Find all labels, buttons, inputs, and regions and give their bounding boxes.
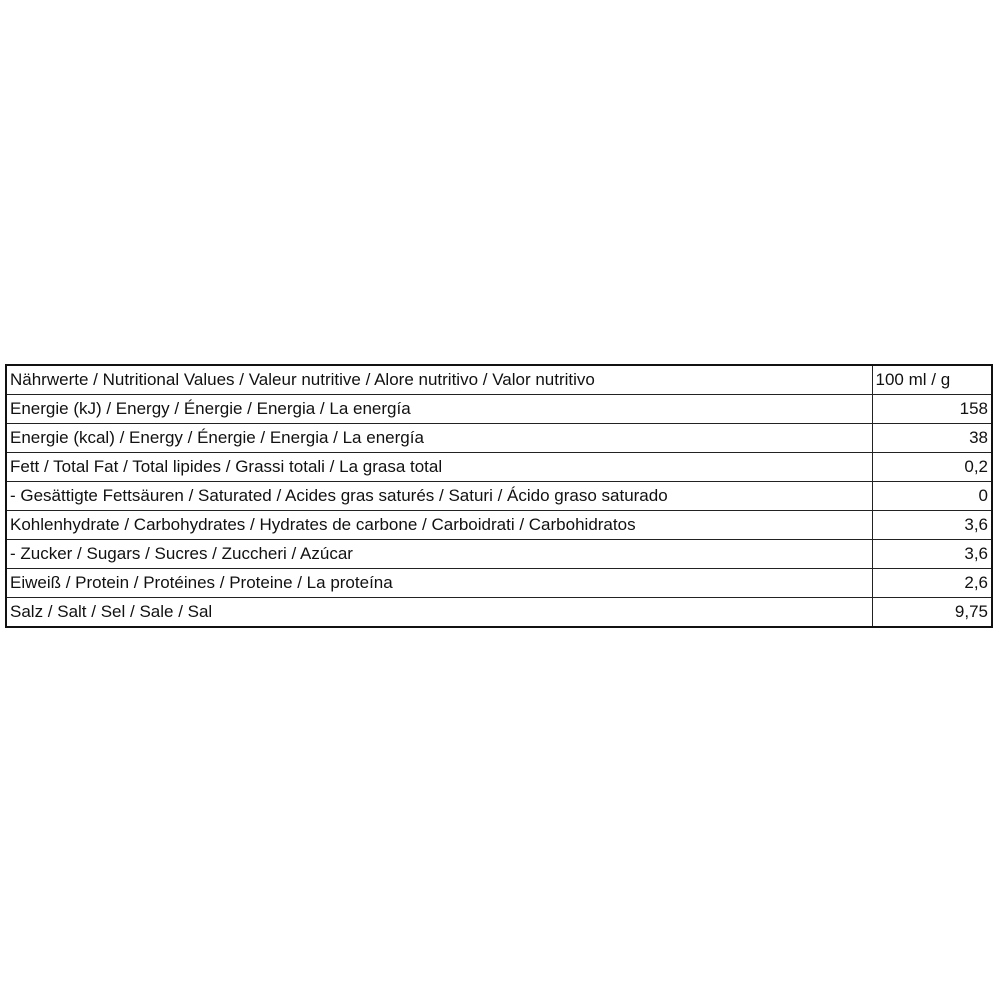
- table-row: Eiweiß / Protein / Protéines / Proteine …: [5, 568, 993, 598]
- nutrient-label-cell[interactable]: Energie (kJ) / Energy / Énergie / Energi…: [5, 394, 873, 424]
- nutrient-value-cell[interactable]: 0: [871, 481, 993, 511]
- table-row: Salz / Salt / Sel / Sale / Sal 9,75: [5, 597, 993, 628]
- nutrient-value-cell[interactable]: 3,6: [871, 510, 993, 540]
- nutrient-value-cell[interactable]: 9,75: [871, 597, 993, 628]
- table-row: Energie (kcal) / Energy / Énergie / Ener…: [5, 423, 993, 453]
- nutrient-value-cell[interactable]: 0,2: [871, 452, 993, 482]
- table-row: Kohlenhydrate / Carbohydrates / Hydrates…: [5, 510, 993, 540]
- table-row: - Zucker / Sugars / Sucres / Zuccheri / …: [5, 539, 993, 569]
- table-row: Fett / Total Fat / Total lipides / Grass…: [5, 452, 993, 482]
- table-header-row: Nährwerte / Nutritional Values / Valeur …: [5, 364, 993, 395]
- header-value-cell[interactable]: 100 ml / g: [871, 364, 993, 395]
- nutrient-label-cell[interactable]: Salz / Salt / Sel / Sale / Sal: [5, 597, 873, 628]
- nutrient-label-cell[interactable]: - Zucker / Sugars / Sucres / Zuccheri / …: [5, 539, 873, 569]
- table-row: - Gesättigte Fettsäuren / Saturated / Ac…: [5, 481, 993, 511]
- nutrient-value-cell[interactable]: 158: [871, 394, 993, 424]
- nutrient-value-cell[interactable]: 2,6: [871, 568, 993, 598]
- table-row: Energie (kJ) / Energy / Énergie / Energi…: [5, 394, 993, 424]
- header-label-cell[interactable]: Nährwerte / Nutritional Values / Valeur …: [5, 364, 873, 395]
- nutrient-value-cell[interactable]: 3,6: [871, 539, 993, 569]
- nutrient-label-cell[interactable]: Fett / Total Fat / Total lipides / Grass…: [5, 452, 873, 482]
- nutrient-label-cell[interactable]: Kohlenhydrate / Carbohydrates / Hydrates…: [5, 510, 873, 540]
- nutrition-table: Nährwerte / Nutritional Values / Valeur …: [5, 364, 993, 628]
- nutrient-label-cell[interactable]: Energie (kcal) / Energy / Énergie / Ener…: [5, 423, 873, 453]
- nutrient-label-cell[interactable]: Eiweiß / Protein / Protéines / Proteine …: [5, 568, 873, 598]
- nutrient-value-cell[interactable]: 38: [871, 423, 993, 453]
- nutrient-label-cell[interactable]: - Gesättigte Fettsäuren / Saturated / Ac…: [5, 481, 873, 511]
